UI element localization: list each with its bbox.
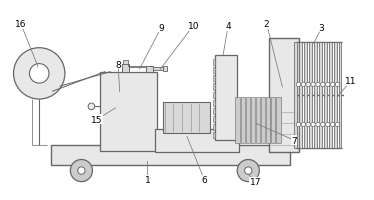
Bar (163, 102, 210, 133)
Circle shape (325, 83, 330, 87)
Circle shape (306, 83, 310, 87)
Bar (269, 38, 299, 152)
Bar (309, 43, 312, 148)
Bar (213, 108, 215, 114)
Circle shape (237, 160, 259, 182)
Bar (236, 98, 240, 143)
Bar (123, 61, 128, 65)
Bar (213, 100, 215, 106)
Circle shape (296, 123, 301, 127)
Bar (240, 98, 245, 143)
Bar (294, 43, 297, 148)
Circle shape (296, 83, 301, 87)
Bar (213, 116, 215, 123)
Bar (155, 130, 239, 152)
Circle shape (316, 83, 320, 87)
Circle shape (245, 167, 252, 174)
Bar (122, 65, 129, 72)
Bar (213, 68, 215, 74)
Bar (213, 133, 215, 139)
Circle shape (311, 123, 315, 127)
Bar (338, 43, 341, 148)
Bar (213, 92, 215, 98)
Bar (314, 43, 317, 148)
Text: 15: 15 (91, 115, 103, 124)
Bar (304, 43, 307, 148)
Bar (213, 60, 215, 66)
Text: 6: 6 (201, 175, 207, 184)
Bar (329, 43, 332, 148)
Circle shape (311, 83, 315, 87)
Bar (319, 43, 322, 148)
Circle shape (78, 167, 85, 174)
Bar (334, 43, 337, 148)
Text: 9: 9 (158, 24, 164, 33)
Bar (153, 67, 163, 71)
Circle shape (331, 123, 335, 127)
Bar (256, 98, 260, 143)
Bar (299, 43, 302, 148)
Text: 3: 3 (319, 24, 325, 33)
Bar (215, 56, 237, 141)
Circle shape (335, 83, 340, 87)
Bar (246, 98, 250, 143)
Circle shape (321, 83, 325, 87)
Text: 10: 10 (187, 22, 199, 31)
Text: 17: 17 (250, 177, 261, 186)
Circle shape (13, 48, 65, 100)
Text: 11: 11 (345, 77, 357, 86)
Circle shape (335, 123, 340, 127)
Bar (261, 98, 265, 143)
Bar (213, 76, 215, 82)
Bar (213, 125, 215, 131)
Bar (251, 98, 255, 143)
Text: 4: 4 (225, 22, 231, 31)
Circle shape (321, 123, 325, 127)
Bar (51, 145, 289, 165)
Text: 7: 7 (291, 136, 297, 145)
Text: 16: 16 (15, 20, 27, 29)
Circle shape (301, 123, 306, 127)
Circle shape (306, 123, 310, 127)
Circle shape (331, 83, 335, 87)
Bar (213, 84, 215, 90)
Bar (271, 98, 275, 143)
Text: 2: 2 (264, 20, 269, 29)
Bar (266, 98, 270, 143)
Text: 8: 8 (115, 60, 121, 69)
Circle shape (316, 123, 320, 127)
Text: 1: 1 (144, 175, 150, 184)
Bar (145, 66, 153, 72)
Bar (276, 98, 280, 143)
Circle shape (301, 83, 306, 87)
Circle shape (88, 104, 95, 110)
Circle shape (30, 64, 49, 84)
Bar (100, 72, 157, 152)
Circle shape (325, 123, 330, 127)
Circle shape (70, 160, 92, 182)
Bar (163, 67, 167, 72)
Bar (324, 43, 327, 148)
